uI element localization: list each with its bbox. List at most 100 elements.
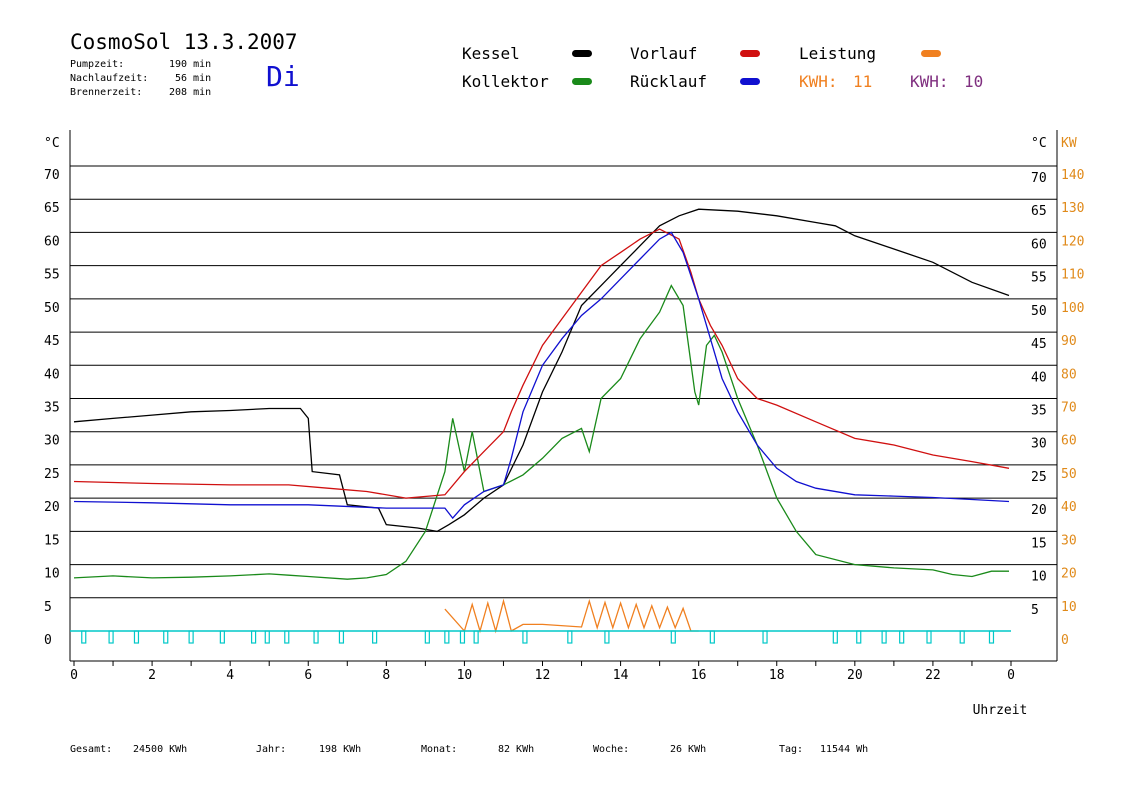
- pump-marker: [250, 630, 257, 644]
- pump-marker: [444, 630, 450, 644]
- pump-marker: [832, 630, 838, 644]
- pump-marker: [338, 630, 345, 644]
- legend-leistung-swatch: [921, 50, 941, 57]
- y-tick-label-right-power: 40: [1061, 500, 1077, 515]
- legend-kwh1-value: 11: [853, 72, 873, 91]
- y-tick-label-left: 60: [44, 234, 60, 249]
- pump-marker: [762, 630, 768, 644]
- pump-marker: [424, 630, 430, 644]
- y-tick-label-left: 45: [44, 334, 60, 349]
- y-tick-label-right-power: 80: [1061, 367, 1077, 382]
- x-tick-label: 4: [226, 668, 234, 683]
- series-line-vorlauf: [73, 228, 1010, 499]
- y-tick-label-right-power: 100: [1061, 301, 1084, 316]
- x-tick-label: 20: [847, 668, 863, 683]
- y-axis-label-right-power: KW: [1061, 136, 1077, 151]
- y-tick-label-left: 25: [44, 467, 60, 482]
- page-title: CosmoSol 13.3.2007: [70, 30, 298, 54]
- x-tick-label: 12: [535, 668, 551, 683]
- y-tick-label-right-temp: 5: [1031, 603, 1039, 618]
- pump-marker: [988, 630, 995, 644]
- pump-marker: [188, 630, 194, 644]
- y-tick-label-left: 35: [44, 401, 60, 416]
- y-tick-label-right-temp: 10: [1031, 570, 1047, 585]
- footer-gesamt-value: 24500 KWh: [133, 744, 188, 755]
- y-tick-label-left: 30: [44, 434, 60, 449]
- footer-woche-value: 26 KWh: [670, 744, 707, 755]
- legend-kollektor-swatch: [572, 78, 592, 85]
- footer-woche-label: Woche:: [593, 744, 630, 755]
- pump-marker: [459, 630, 466, 644]
- y-tick-label-right-power: 0: [1061, 633, 1069, 648]
- footer-tag-label: Tag:: [779, 744, 804, 755]
- pump-marker: [926, 630, 932, 644]
- pump-marker: [881, 630, 887, 644]
- footer-jahr-label: Jahr:: [256, 744, 287, 755]
- x-tick-label: 10: [457, 668, 473, 683]
- pump-marker: [670, 630, 676, 644]
- x-tick-label: 6: [304, 668, 312, 683]
- y-tick-label-left: 55: [44, 268, 60, 283]
- x-tick-label: 18: [769, 668, 785, 683]
- x-tick-label: 14: [613, 668, 629, 683]
- y-tick-label-right-power: 140: [1061, 168, 1084, 183]
- weekday-label: Di: [266, 60, 300, 93]
- stat-value-nachlaufzeit: 56 min: [175, 73, 212, 84]
- y-tick-label-right-temp: 25: [1031, 470, 1047, 485]
- x-tick-label: 2: [148, 668, 156, 683]
- legend-kessel-swatch: [572, 50, 592, 57]
- y-tick-label-left: 70: [44, 168, 60, 183]
- y-tick-label-left: 40: [44, 367, 60, 382]
- y-tick-label-left: 50: [44, 301, 60, 316]
- y-tick-label-right-temp: 40: [1031, 370, 1047, 385]
- pump-marker: [604, 630, 610, 644]
- y-tick-label-right-power: 50: [1061, 467, 1077, 482]
- x-axis-label: Uhrzeit: [973, 703, 1028, 718]
- y-axis-label-right-temp: °C: [1031, 136, 1047, 151]
- y-tick-label-right-power: 90: [1061, 334, 1077, 349]
- pump-marker: [313, 630, 319, 644]
- y-tick-label-right-temp: 35: [1031, 404, 1047, 419]
- y-axis-label-left: °C: [44, 136, 60, 151]
- y-tick-label-left: 65: [44, 201, 60, 216]
- y-tick-label-left: 5: [44, 600, 52, 615]
- footer-gesamt-label: Gesamt:: [70, 744, 113, 755]
- series-line-kessel: [73, 208, 1010, 533]
- y-tick-label-left: 15: [44, 533, 60, 548]
- y-tick-label-left: 20: [44, 500, 60, 515]
- pump-marker: [133, 630, 140, 644]
- y-tick-label-right-temp: 50: [1031, 304, 1047, 319]
- y-tick-label-right-temp: 20: [1031, 503, 1047, 518]
- stat-value-brennerzeit: 208 min: [169, 87, 212, 98]
- pump-marker: [522, 630, 528, 644]
- stat-value-pumpzeit: 190 min: [169, 59, 212, 70]
- legend-kessel-label: Kessel: [462, 44, 520, 63]
- y-tick-label-right-temp: 65: [1031, 204, 1047, 219]
- series-line-kollektor: [73, 284, 1009, 580]
- footer-monat-label: Monat:: [421, 744, 458, 755]
- stat-label-pumpzeit: Pumpzeit:: [70, 59, 125, 70]
- y-tick-label-right-temp: 15: [1031, 536, 1047, 551]
- x-tick-label: 0: [70, 668, 78, 683]
- legend-leistung-label: Leistung: [799, 44, 877, 63]
- series-line-leistung: [444, 598, 699, 634]
- pump-marker: [219, 630, 225, 644]
- y-tick-label-right-power: 10: [1061, 600, 1077, 615]
- y-tick-label-right-temp: 60: [1031, 237, 1047, 252]
- y-tick-label-right-temp: 45: [1031, 337, 1047, 352]
- footer-monat-value: 82 KWh: [498, 744, 535, 755]
- y-tick-label-right-temp: 55: [1031, 271, 1047, 286]
- legend-kwh2-label: KWH:: [910, 72, 949, 91]
- x-tick-label: 8: [382, 668, 390, 683]
- series-line-rcklauf: [73, 231, 1010, 520]
- pump-marker: [709, 630, 715, 644]
- x-tick-label: 16: [691, 668, 707, 683]
- y-tick-label-right-temp: 30: [1031, 437, 1047, 452]
- stat-label-nachlaufzeit: Nachlaufzeit:: [70, 73, 149, 84]
- pump-marker: [108, 630, 114, 644]
- pump-marker: [473, 630, 479, 644]
- legend-kwh2-value: 10: [964, 72, 984, 91]
- y-tick-label-right-power: 60: [1061, 434, 1077, 449]
- legend-vorlauf-label: Vorlauf: [630, 44, 698, 63]
